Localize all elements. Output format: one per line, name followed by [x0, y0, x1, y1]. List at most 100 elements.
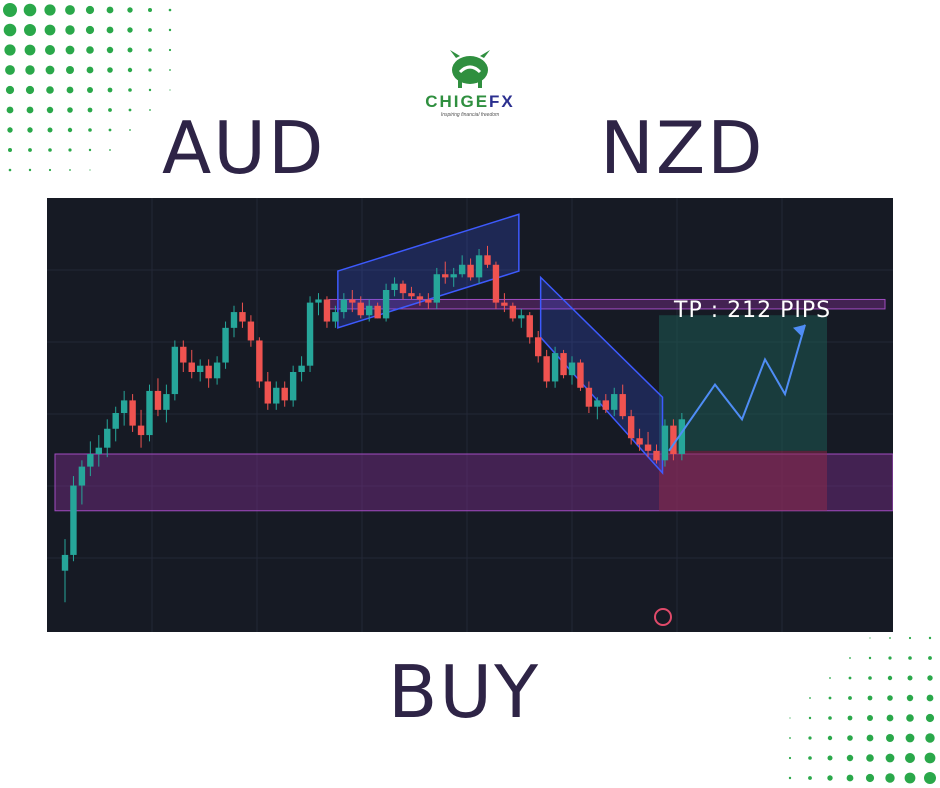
decorative-dot [886, 714, 894, 722]
decorative-dot [46, 86, 54, 94]
decorative-dot [27, 127, 33, 133]
decorative-dot [66, 86, 74, 94]
candle-bear [264, 381, 271, 404]
candle-bull [171, 346, 179, 395]
decorative-dot [868, 656, 872, 660]
candle-bull [382, 290, 390, 319]
candle-bear [349, 299, 356, 303]
candle-bull [95, 447, 102, 454]
decorative-dot [926, 694, 934, 702]
candle-bear [467, 264, 474, 278]
decorative-dot [788, 756, 792, 760]
candle-bull [289, 372, 297, 401]
candle-bear [180, 346, 187, 363]
decorative-dot [168, 28, 172, 32]
candle-bear [526, 315, 533, 338]
decorative-dot [24, 44, 36, 56]
decorative-dot [23, 3, 37, 17]
candle-bear [484, 255, 491, 265]
decorative-dot [87, 87, 93, 93]
decorative-dot [25, 85, 35, 95]
decorative-dot [106, 26, 114, 34]
candle-bull [332, 312, 339, 322]
candle-bull [568, 362, 576, 376]
candle-bear [442, 274, 449, 278]
candle-bull [120, 400, 128, 413]
projection-arrow [668, 324, 806, 452]
decorative-dot [847, 735, 853, 741]
decorative-dot [808, 716, 812, 720]
decorative-dot [908, 656, 912, 660]
brand-tagline: Inspiring financial freedom [440, 112, 500, 118]
decorative-dot [885, 753, 895, 763]
candle-bull [230, 312, 238, 328]
decorative-dot [148, 48, 152, 52]
decorative-dot [905, 733, 915, 743]
candle-bull [391, 283, 398, 290]
candle-bear [501, 302, 508, 306]
price-chart: TP : 212 PIPS [47, 198, 893, 632]
decorative-dot [88, 148, 92, 152]
decorative-dot [148, 88, 152, 92]
decorative-dot [149, 109, 151, 111]
candle-bull [213, 362, 221, 379]
decorative-dot [925, 713, 935, 723]
decorative-dot [28, 168, 32, 172]
decorative-dot [925, 733, 935, 743]
candle-bull [78, 466, 86, 486]
candle-bear [239, 312, 246, 322]
decorative-dot [829, 677, 831, 679]
decorative-dot [867, 715, 873, 721]
decorative-dot [828, 716, 832, 720]
decorative-dot [846, 774, 854, 782]
candle-bull [366, 305, 373, 316]
decorative-dot [28, 148, 32, 152]
candle-bear [281, 387, 288, 401]
decorative-dot [47, 127, 53, 133]
decorative-dot [848, 676, 852, 680]
candle-bear [560, 353, 567, 376]
candle-bull [298, 365, 305, 372]
decorative-dot [868, 676, 872, 680]
decorative-dot [827, 735, 833, 741]
decorative-dot [885, 773, 895, 783]
decorative-dot [827, 775, 833, 781]
decorative-dot [867, 695, 873, 701]
decorative-dot [808, 756, 812, 760]
decorative-dot [906, 694, 914, 702]
decorative-dot [848, 696, 852, 700]
candle-bear [585, 387, 593, 407]
candle-bull [458, 264, 466, 275]
candle-bear [653, 450, 660, 461]
candle-bear [644, 444, 652, 451]
decorative-dot [889, 637, 891, 639]
decorative-dot [827, 755, 833, 761]
candle-bull [450, 274, 457, 278]
candle-bull [112, 413, 119, 429]
decorative-dot [108, 108, 112, 112]
decorative-dot [148, 68, 152, 72]
decorative-dot [86, 46, 94, 54]
decorative-dot [847, 715, 853, 721]
decorative-dot [887, 695, 893, 701]
decorative-dot [67, 127, 73, 133]
decorative-dot [4, 44, 16, 56]
candle-bear [602, 400, 609, 410]
candle-bear [137, 425, 145, 436]
candle-bull [306, 302, 314, 366]
decorative-dot [108, 128, 112, 132]
candle-bear [627, 416, 635, 439]
decorative-dot [44, 24, 56, 36]
brand-name: CHIGEFX [425, 92, 515, 111]
decorative-dot [45, 65, 55, 75]
candle-bull [163, 394, 170, 410]
trade-signal: BUY [388, 650, 541, 734]
candle-bull [104, 428, 111, 448]
candle-bear [129, 400, 136, 426]
candle-bull [61, 554, 69, 571]
decorative-dot [168, 48, 172, 52]
decorative-dot [26, 106, 34, 114]
candle-bear [636, 438, 643, 445]
decorative-dot [127, 47, 133, 53]
tp-annotation: TP : 212 PIPS [674, 298, 832, 323]
